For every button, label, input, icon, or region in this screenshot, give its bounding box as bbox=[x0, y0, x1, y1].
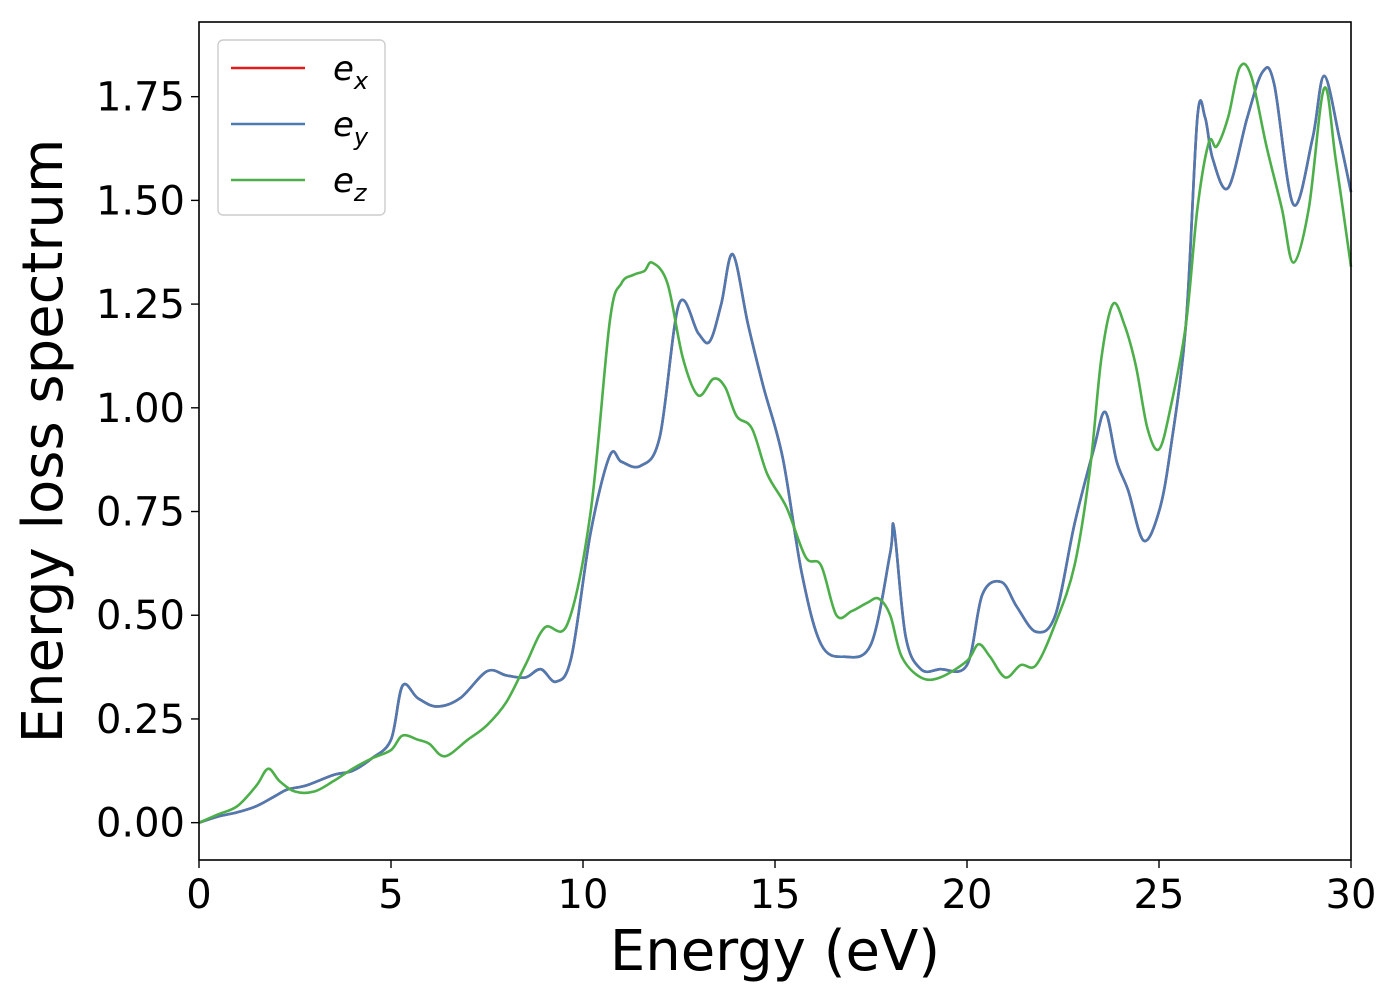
y-tick-label: 1.50 bbox=[96, 178, 185, 224]
legend-label-x: ex bbox=[333, 49, 369, 95]
y-tick-label: 1.75 bbox=[96, 75, 185, 121]
y-tick-label: 0.75 bbox=[96, 490, 185, 536]
y-tick-label: 0.50 bbox=[96, 593, 185, 639]
x-tick-label: 30 bbox=[1326, 872, 1377, 918]
legend-box bbox=[217, 39, 386, 216]
x-tick-label: 0 bbox=[186, 872, 211, 918]
y-tick-label: 1.25 bbox=[96, 282, 185, 328]
series-layer bbox=[198, 62, 1353, 824]
x-tick-label: 20 bbox=[942, 872, 993, 918]
y-tick-label: 0.25 bbox=[96, 697, 185, 743]
x-axis-title: Energy (eV) bbox=[610, 919, 940, 984]
y-tick-label: 1.00 bbox=[96, 386, 185, 432]
x-tick-label: 5 bbox=[378, 872, 403, 918]
series-line-e-z bbox=[198, 62, 1353, 824]
legend-label-y: ey bbox=[333, 105, 369, 151]
x-tick-label: 15 bbox=[750, 872, 801, 918]
y-axis-title: Energy loss spectrum bbox=[11, 139, 76, 744]
y-tick-label: 0.00 bbox=[96, 801, 185, 847]
x-tick-label: 10 bbox=[558, 872, 609, 918]
x-tick-label: 25 bbox=[1134, 872, 1185, 918]
series-line-e-y bbox=[198, 66, 1353, 824]
x-axis-ticks: 0 5 10 15 20 25 30 bbox=[186, 860, 1376, 918]
y-axis-ticks: 0.00 0.25 0.50 0.75 1.00 1.25 1.50 1.75 bbox=[96, 75, 199, 847]
